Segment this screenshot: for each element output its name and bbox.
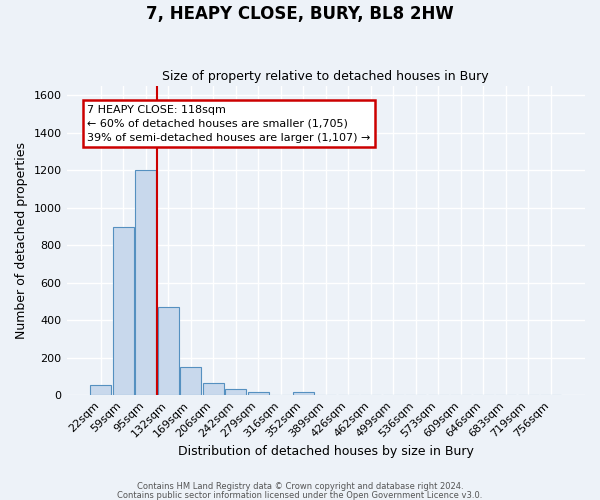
Bar <box>248 392 269 395</box>
Text: Contains HM Land Registry data © Crown copyright and database right 2024.: Contains HM Land Registry data © Crown c… <box>137 482 463 491</box>
Bar <box>113 226 134 395</box>
Bar <box>293 392 314 395</box>
Y-axis label: Number of detached properties: Number of detached properties <box>15 142 28 339</box>
Bar <box>90 385 112 395</box>
Title: Size of property relative to detached houses in Bury: Size of property relative to detached ho… <box>163 70 489 84</box>
Bar <box>180 367 202 395</box>
Bar <box>135 170 157 395</box>
Text: Contains public sector information licensed under the Open Government Licence v3: Contains public sector information licen… <box>118 491 482 500</box>
Bar <box>203 384 224 395</box>
Bar <box>158 307 179 395</box>
X-axis label: Distribution of detached houses by size in Bury: Distribution of detached houses by size … <box>178 444 474 458</box>
Text: 7, HEAPY CLOSE, BURY, BL8 2HW: 7, HEAPY CLOSE, BURY, BL8 2HW <box>146 5 454 23</box>
Text: 7 HEAPY CLOSE: 118sqm
← 60% of detached houses are smaller (1,705)
39% of semi-d: 7 HEAPY CLOSE: 118sqm ← 60% of detached … <box>87 104 371 142</box>
Bar <box>225 390 247 395</box>
